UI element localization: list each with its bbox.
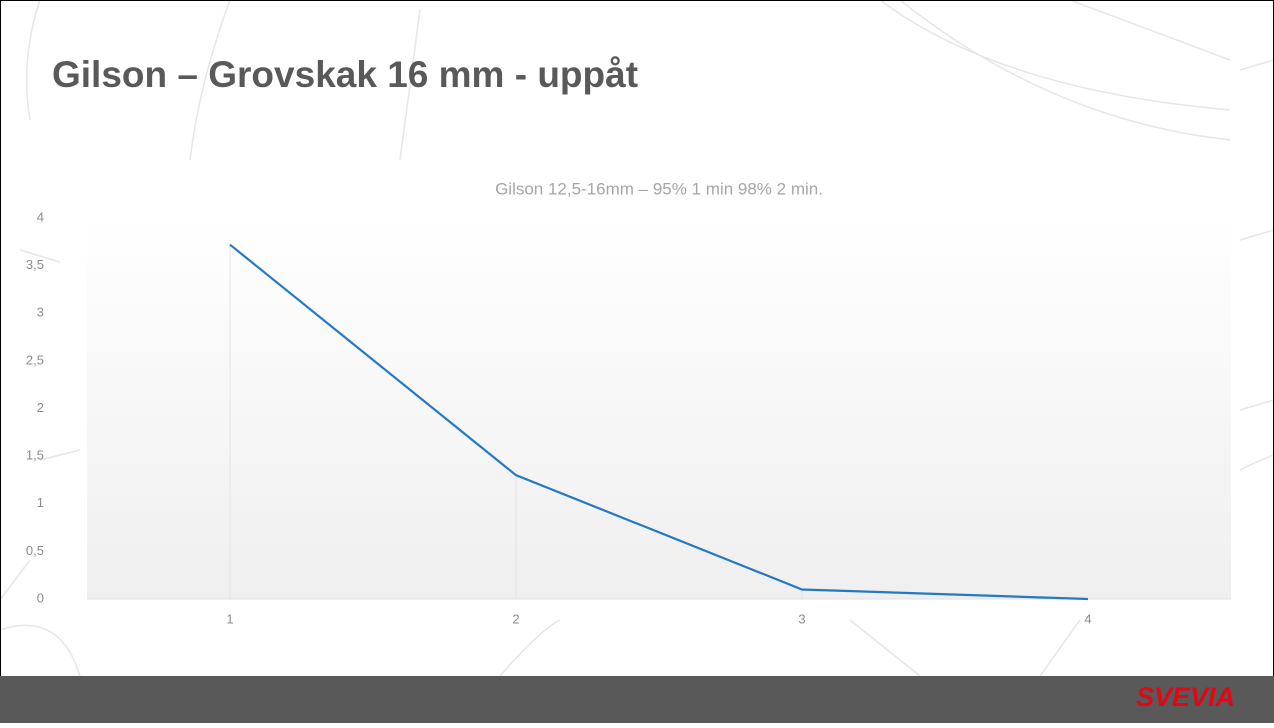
- x-tick-label: 3: [798, 611, 805, 626]
- x-tick-label: 2: [512, 611, 519, 626]
- map-decoration: [0, 0, 1274, 677]
- y-tick-label: 0,5: [26, 543, 44, 558]
- slide-title: Gilson – Grovskak 16 mm - uppåt: [52, 54, 638, 95]
- chart-title: Gilson 12,5-16mm – 95% 1 min 98% 2 min.: [495, 179, 823, 198]
- data-line: [229, 243, 1089, 601]
- x-tick-label: 1: [226, 611, 233, 626]
- footer-bar: [0, 676, 1274, 723]
- y-tick-label: 1: [37, 495, 44, 510]
- plot-area: [87, 218, 1231, 599]
- y-tick-label: 3,5: [26, 257, 44, 272]
- y-tick-label: 4: [37, 209, 44, 224]
- y-tick-label: 2,5: [26, 352, 44, 367]
- logo: SVEVIA: [1136, 682, 1235, 712]
- y-tick-label: 3: [37, 305, 44, 320]
- y-tick-label: 1,5: [26, 448, 44, 463]
- y-tick-label: 0: [37, 590, 44, 605]
- y-tick-label: 2: [37, 400, 44, 415]
- x-tick-label: 4: [1084, 611, 1091, 626]
